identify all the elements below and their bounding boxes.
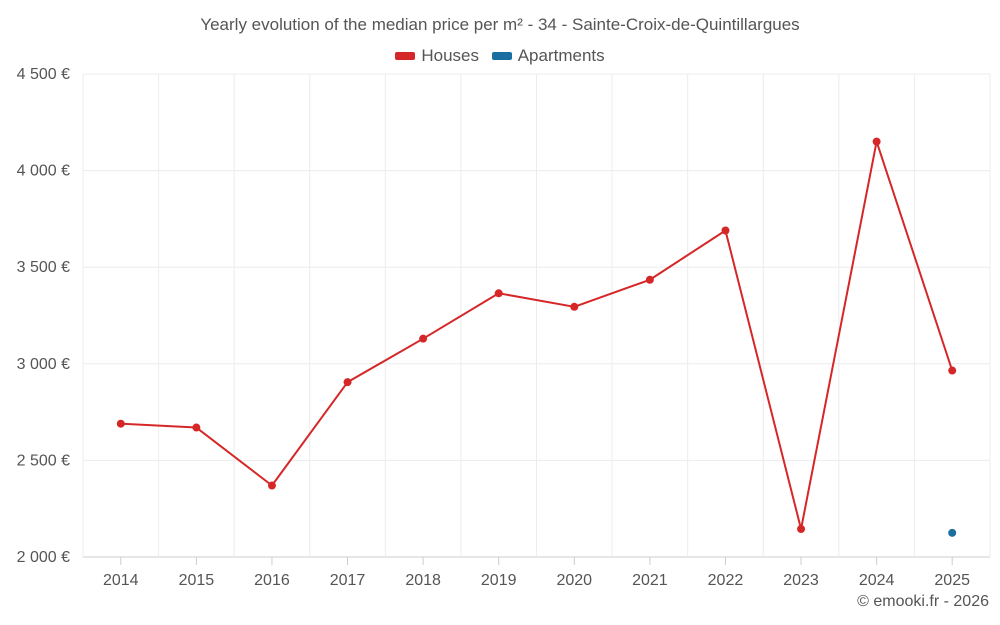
chart-title: Yearly evolution of the median price per… — [200, 15, 800, 34]
x-tick-label: 2017 — [330, 572, 366, 589]
data-point-houses — [797, 524, 806, 533]
y-tick-label: 3 500 € — [17, 259, 70, 276]
x-tick-label: 2024 — [859, 572, 895, 589]
data-point-houses — [645, 275, 654, 284]
data-point-houses — [721, 226, 730, 235]
legend-swatch-houses — [395, 52, 416, 60]
data-point-houses — [192, 423, 201, 432]
legend-item-houses[interactable]: Houses — [395, 46, 479, 66]
y-tick-label: 3 000 € — [17, 356, 70, 373]
x-tick-label: 2019 — [481, 572, 517, 589]
data-point-houses — [948, 366, 957, 375]
series-line-houses — [120, 140, 954, 530]
data-point-houses — [570, 302, 579, 311]
y-tick-label: 4 000 € — [17, 163, 70, 180]
data-point-apartments — [948, 528, 957, 537]
legend-label-apartments: Apartments — [517, 46, 605, 65]
data-point-houses — [872, 137, 881, 146]
data-point-houses — [343, 378, 352, 387]
legend-swatch-apartments — [491, 52, 512, 60]
credit-text: © emooki.fr - 2026 — [857, 593, 989, 610]
x-tick-label: 2021 — [632, 572, 668, 589]
x-tick-label: 2014 — [103, 572, 139, 589]
data-point-houses — [267, 481, 276, 490]
data-point-houses — [419, 334, 428, 343]
legend-label-houses: Houses — [421, 46, 479, 65]
x-tick-label: 2020 — [556, 572, 592, 589]
x-tick-label: 2025 — [934, 572, 970, 589]
data-point-houses — [494, 289, 503, 298]
data-point-houses — [116, 419, 125, 428]
legend-item-apartments[interactable]: Apartments — [491, 46, 605, 66]
x-tick-label: 2015 — [179, 572, 215, 589]
x-tick-label: 2023 — [783, 572, 819, 589]
y-tick-label: 4 500 € — [17, 66, 70, 83]
x-tick-label: 2022 — [708, 572, 744, 589]
x-tick-label: 2016 — [254, 572, 290, 589]
y-tick-label: 2 500 € — [17, 452, 70, 469]
y-tick-label: 2 000 € — [17, 549, 70, 566]
chart-legend: Houses Apartments — [0, 45, 1000, 66]
x-tick-label: 2018 — [405, 572, 441, 589]
